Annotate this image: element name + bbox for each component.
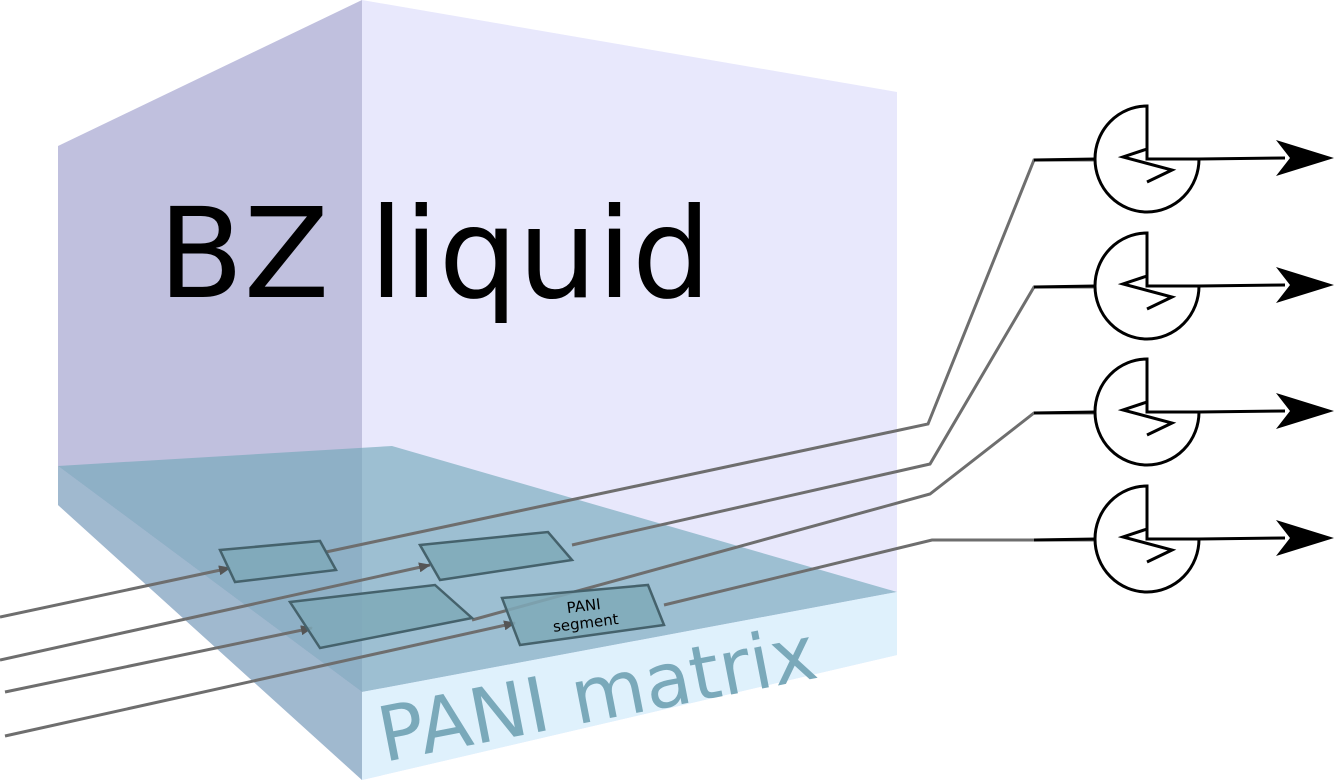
component-input-stubs — [1033, 157, 1097, 542]
component-4 — [1093, 484, 1334, 594]
matrix-front-face — [362, 592, 897, 780]
matrix-left-face — [58, 466, 362, 780]
input-line-3 — [4, 625, 313, 694]
input-line-4 — [4, 620, 516, 738]
pani-segment-2 — [417, 530, 575, 582]
pani-segments — [218, 530, 666, 650]
input-lines — [0, 562, 516, 738]
pani-segment-3 — [287, 583, 475, 650]
pani-segment-4 — [500, 583, 666, 647]
output-components — [1093, 104, 1334, 594]
component-3 — [1093, 357, 1334, 467]
bz-liquid-label: BZ liquid — [158, 182, 711, 327]
input-line-2 — [0, 562, 431, 662]
pani-segment-1 — [218, 539, 338, 584]
segment-label-line1: PANI — [566, 595, 602, 617]
input-line-1 — [0, 565, 231, 619]
component-1 — [1093, 104, 1334, 214]
component-2 — [1093, 231, 1334, 341]
